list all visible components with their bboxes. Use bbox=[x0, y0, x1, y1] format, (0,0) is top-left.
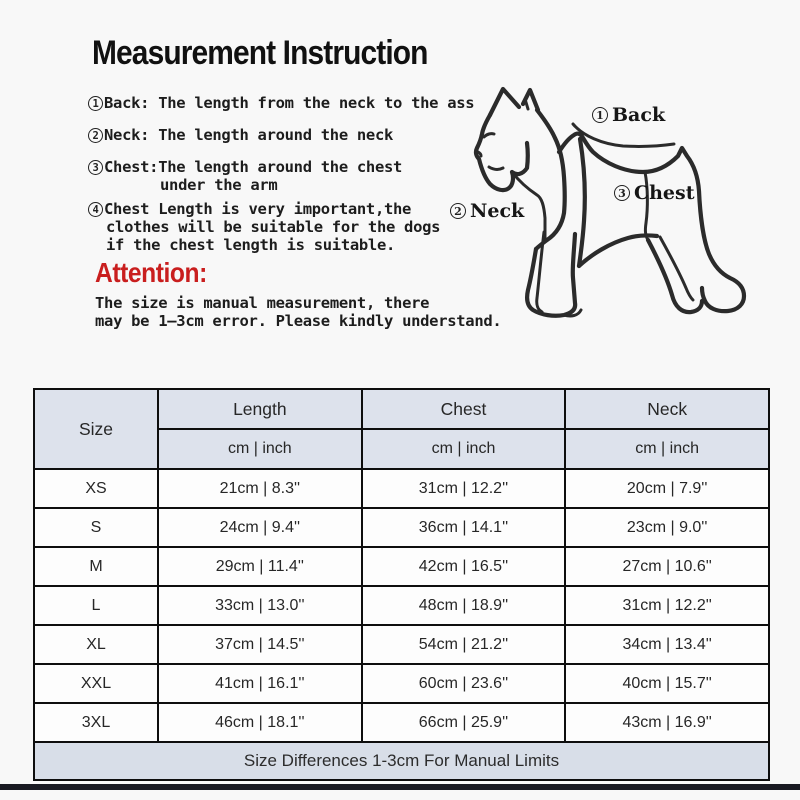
length-cell: 33cm | 13.0'' bbox=[157, 585, 363, 626]
instruction-chest: 3 Chest:The length around the chest bbox=[88, 158, 402, 176]
instruction-text: Neck: The length around the neck bbox=[104, 126, 394, 144]
dog-head-beard bbox=[473, 112, 530, 193]
dog-ear-fold bbox=[523, 97, 530, 111]
size-cell: XL bbox=[33, 624, 159, 665]
circled-number-icon: 4 bbox=[88, 202, 103, 217]
attention-line1: The size is manual measurement, there bbox=[95, 294, 430, 312]
circled-number-icon: 2 bbox=[450, 203, 466, 219]
size-cell: 3XL bbox=[33, 702, 159, 743]
chest-cell: 36cm | 14.1'' bbox=[360, 507, 567, 548]
attention-line2: may be 1–3cm error. Please kindly unders… bbox=[95, 312, 502, 330]
dog-far-hindleg-inner bbox=[658, 235, 695, 302]
neck-cell: 20cm | 7.9'' bbox=[564, 468, 770, 509]
table-row: XXL 41cm | 16.1'' 60cm | 23.6'' 40cm | 1… bbox=[33, 663, 770, 704]
dog-far-hindleg bbox=[645, 237, 705, 315]
length-cell: 37cm | 14.5'' bbox=[157, 624, 363, 665]
table-unit-row: cm | inch cm | inch cm | inch bbox=[34, 428, 770, 470]
circled-number-icon: 1 bbox=[592, 107, 608, 123]
header-size: Size bbox=[33, 388, 159, 470]
dog-ears bbox=[487, 86, 541, 118]
length-cell: 41cm | 16.1'' bbox=[157, 663, 363, 704]
size-cell: XS bbox=[33, 468, 159, 509]
table-row: M 29cm | 11.4'' 42cm | 16.5'' 27cm | 10.… bbox=[33, 546, 770, 587]
instruction-chest-length-line3: if the chest length is suitable. bbox=[106, 236, 396, 254]
length-cell: 46cm | 18.1'' bbox=[157, 702, 363, 743]
instruction-chest-length-line2: clothes will be suitable for the dogs bbox=[106, 218, 441, 236]
chest-cell: 66cm | 25.9'' bbox=[360, 702, 567, 743]
dog-back-rump-hindleg bbox=[556, 131, 747, 314]
length-cell: 29cm | 11.4'' bbox=[157, 546, 363, 587]
neck-cell: 27cm | 10.6'' bbox=[564, 546, 770, 587]
table-footer-row: Size Differences 1-3cm For Manual Limits bbox=[33, 741, 770, 781]
instruction-text: Chest:The length around the chest bbox=[104, 158, 403, 176]
chest-cell: 54cm | 21.2'' bbox=[360, 624, 567, 665]
instruction-text: Chest Length is very important,the bbox=[104, 200, 412, 218]
page-title: Measurement Instruction bbox=[92, 34, 428, 72]
label-neck: 2 Neck bbox=[450, 200, 524, 222]
length-cell: 21cm | 8.3'' bbox=[157, 468, 363, 509]
table-row: XS 21cm | 8.3'' 31cm | 12.2'' 20cm | 7.9… bbox=[33, 468, 770, 509]
unit-header: cm | inch bbox=[360, 428, 567, 470]
table-row: S 24cm | 9.4'' 36cm | 14.1'' 23cm | 9.0'… bbox=[33, 507, 770, 548]
instruction-neck: 2 Neck: The length around the neck bbox=[88, 126, 393, 144]
table-row: L 33cm | 13.0'' 48cm | 18.9'' 31cm | 12.… bbox=[33, 585, 770, 626]
unit-header: cm | inch bbox=[564, 428, 770, 470]
label-text: Chest bbox=[634, 182, 695, 204]
neck-cell: 23cm | 9.0'' bbox=[564, 507, 770, 548]
dog-chest-front-line bbox=[576, 136, 587, 269]
dog-nose-mark bbox=[476, 150, 483, 158]
dog-outline-figure bbox=[473, 86, 747, 318]
label-text: Back bbox=[612, 104, 666, 126]
size-cell: XXL bbox=[33, 663, 159, 704]
label-text: Neck bbox=[470, 200, 525, 222]
header-chest: Chest bbox=[360, 388, 567, 430]
dog-brow bbox=[482, 132, 496, 139]
chest-cell: 31cm | 12.2'' bbox=[360, 468, 567, 509]
size-cell: S bbox=[33, 507, 159, 548]
back-measurement-line bbox=[571, 122, 676, 148]
dog-belly bbox=[576, 233, 660, 269]
size-chart-table: Size Length Chest Neck cm | inch cm | in… bbox=[33, 388, 770, 781]
instruction-chest-length: 4 Chest Length is very important,the bbox=[88, 200, 411, 218]
circled-number-icon: 2 bbox=[88, 128, 103, 143]
dog-front-leg-inner bbox=[535, 230, 546, 314]
length-cell: 24cm | 9.4'' bbox=[157, 507, 363, 548]
instruction-text: Back: The length from the neck to the as… bbox=[104, 94, 475, 112]
chest-cell: 48cm | 18.9'' bbox=[360, 585, 567, 626]
dog-front-leg bbox=[524, 231, 578, 318]
circled-number-icon: 3 bbox=[88, 160, 103, 175]
table-footer-note: Size Differences 1-3cm For Manual Limits bbox=[33, 741, 770, 781]
label-chest: 3 Chest bbox=[614, 182, 695, 204]
unit-header: cm | inch bbox=[157, 428, 363, 470]
dog-thigh-front-line bbox=[643, 170, 650, 242]
header-length: Length bbox=[157, 388, 363, 430]
neck-cell: 40cm | 15.7'' bbox=[564, 663, 770, 704]
dog-neck-front bbox=[533, 107, 567, 252]
instruction-chest-line2: under the arm bbox=[160, 176, 278, 194]
size-cell: M bbox=[33, 546, 159, 587]
header-neck: Neck bbox=[564, 388, 770, 430]
neck-cell: 34cm | 13.4'' bbox=[564, 624, 770, 665]
instruction-back: 1 Back: The length from the neck to the a… bbox=[88, 94, 475, 112]
table-row: 3XL 46cm | 18.1'' 66cm | 25.9'' 43cm | 1… bbox=[33, 702, 770, 743]
table-header-row: Size Length Chest Neck bbox=[33, 388, 770, 470]
bottom-divider-bar bbox=[0, 784, 800, 790]
dog-measurement-diagram: 1 Back 2 Neck 3 Chest bbox=[440, 82, 800, 372]
dog-throat-line bbox=[510, 170, 547, 241]
chest-cell: 60cm | 23.6'' bbox=[360, 663, 567, 704]
label-back: 1 Back bbox=[592, 104, 665, 126]
chest-cell: 42cm | 16.5'' bbox=[360, 546, 567, 587]
table-row: XL 37cm | 14.5'' 54cm | 21.2'' 34cm | 13… bbox=[33, 624, 770, 665]
attention-heading: Attention: bbox=[95, 257, 207, 288]
circled-number-icon: 1 bbox=[88, 96, 103, 111]
dog-mouth bbox=[487, 165, 505, 171]
circled-number-icon: 3 bbox=[614, 185, 630, 201]
size-cell: L bbox=[33, 585, 159, 626]
neck-cell: 43cm | 16.9'' bbox=[564, 702, 770, 743]
dog-far-front-paw bbox=[562, 308, 583, 318]
neck-cell: 31cm | 12.2'' bbox=[564, 585, 770, 626]
